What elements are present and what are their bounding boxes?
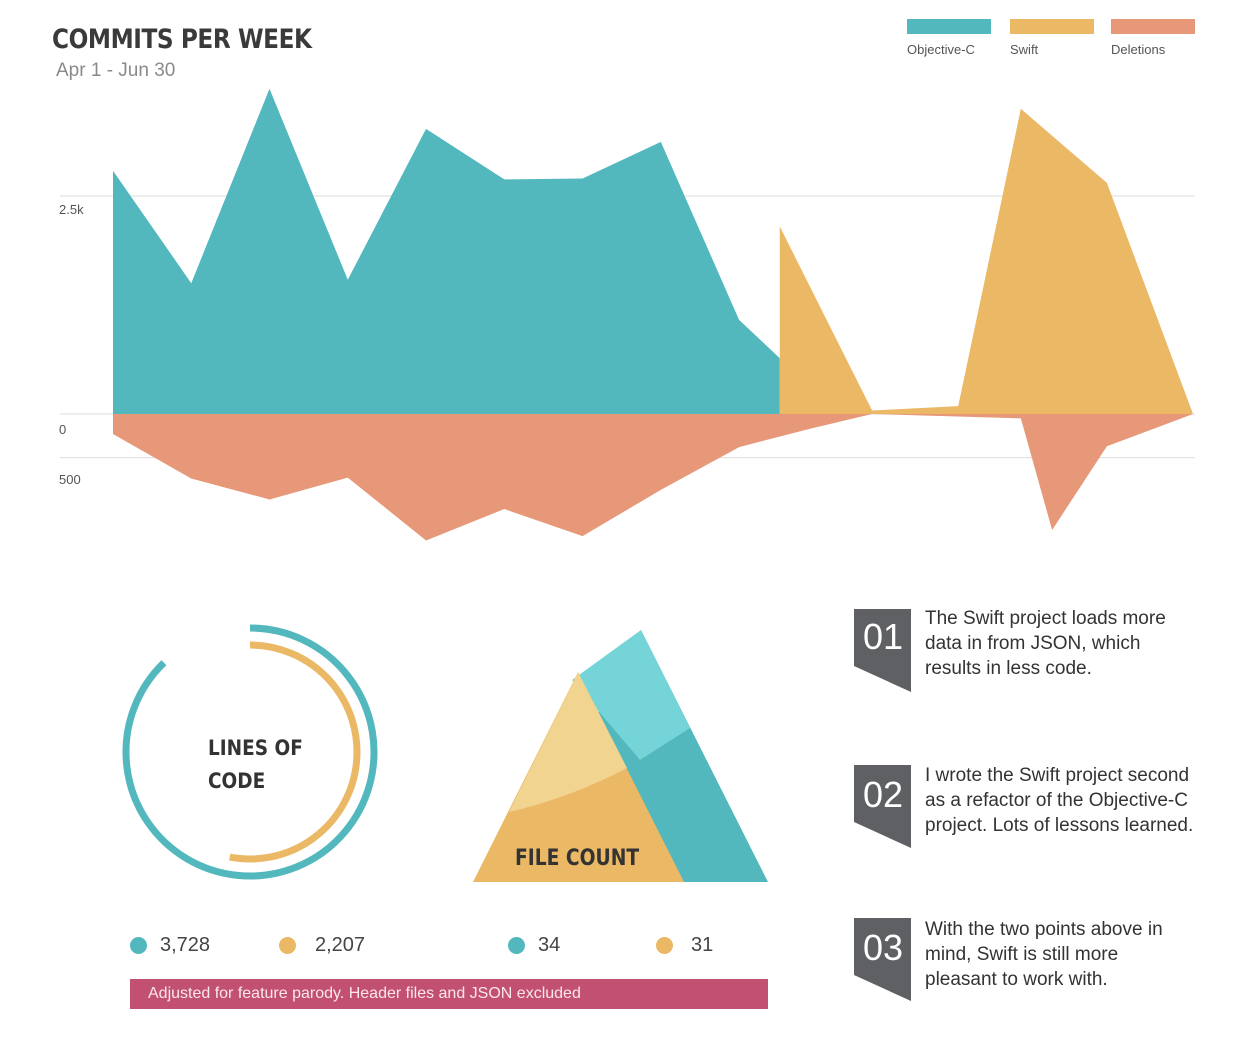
loc-objc-value: 3,728: [160, 934, 211, 956]
note-number: 03: [862, 927, 904, 968]
swift-dot-icon: [279, 937, 296, 954]
footnote-banner: Adjusted for feature parody. Header file…: [130, 979, 768, 1009]
legend-label-swift: Swift: [1010, 42, 1039, 57]
chart-subtitle: Apr 1 - Jun 30: [56, 60, 176, 81]
note-text: With the two points above in mind, Swift…: [925, 919, 1163, 990]
note-number: 01: [862, 616, 904, 657]
legend-label-objc: Objective-C: [907, 42, 975, 57]
legend-swatch-objc: [907, 19, 991, 34]
legend-label-deletions: Deletions: [1111, 42, 1166, 57]
fc-triangle-objc-highlight: [572, 630, 690, 760]
legend-swatch-swift: [1010, 19, 1094, 34]
area-series-objective-c: [113, 88, 780, 414]
fc-swift-value: 31: [691, 934, 714, 956]
objc-dot-icon: [508, 937, 525, 954]
note-number: 02: [862, 774, 904, 815]
note-badge: [854, 765, 911, 848]
loc-arc-swift: [229, 641, 361, 863]
loc-swift-value: 2,207: [315, 934, 366, 956]
legend-swatch-deletions: [1111, 19, 1195, 34]
y-tick-label: 2.5k: [59, 202, 84, 217]
swift-dot-icon: [656, 937, 673, 954]
y-tick-label: 0: [59, 422, 67, 437]
fc-triangle-swift-highlight: [509, 672, 627, 812]
loc-arc-objc: [122, 624, 378, 880]
area-series-deletions: [113, 414, 1193, 541]
fc-objc-value: 34: [538, 934, 561, 956]
area-series-swift: [779, 108, 1193, 415]
note-badge: [854, 609, 911, 692]
note-badge: [854, 918, 911, 1001]
file-count-title: FILE COUNT: [515, 846, 640, 871]
lines-of-code-title: LINES OF CODE: [208, 736, 303, 793]
note-text: The Swift project loads more data in fro…: [925, 608, 1166, 679]
chart-title: COMMITS PER WEEK: [52, 24, 312, 55]
y-tick-label: 500: [59, 472, 81, 487]
objc-dot-icon: [130, 937, 147, 954]
note-text: I wrote the Swift project second as a re…: [925, 765, 1194, 836]
